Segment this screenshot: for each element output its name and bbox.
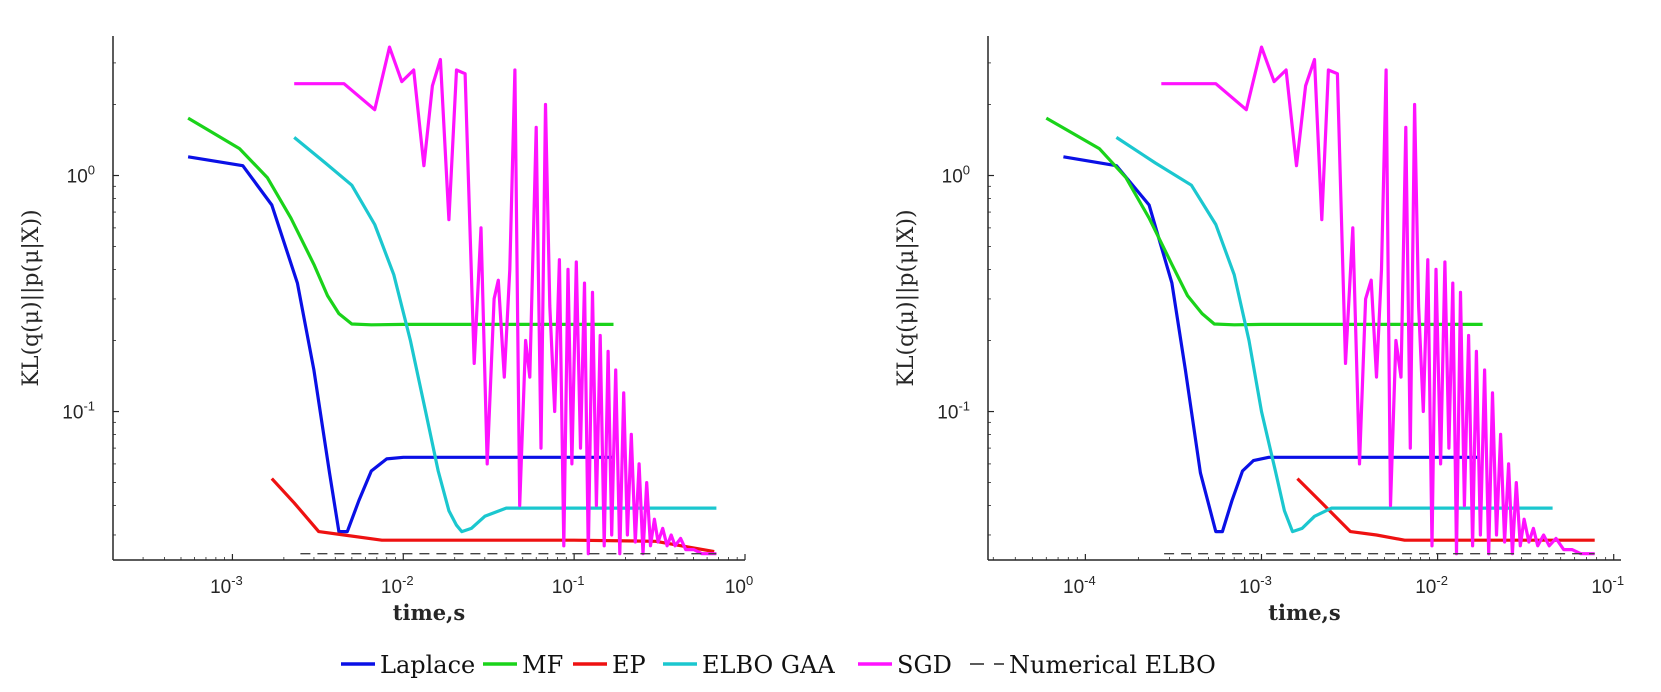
x-tick-label: 10-3 (210, 573, 243, 598)
x-tick-label: 100 (725, 573, 753, 598)
legend-label: Laplace (380, 651, 475, 679)
y-tick-label: 100 (942, 163, 970, 188)
y-tick-label: 10-1 (937, 399, 970, 424)
y-tick-label: 100 (67, 163, 95, 188)
series-line-ep (1296, 477, 1595, 542)
right-panel: 10-4 10-3 10-2 10-1 10-1 100 time,s KL(q(μ)||p(… (894, 36, 1624, 625)
y-tick-label: 10-1 (62, 399, 95, 424)
legend-label: MF (522, 651, 563, 679)
series-line-sgd (1161, 45, 1595, 556)
y-axis-label: KL(q(μ)||p(μ|X)) (894, 209, 919, 386)
x-tick-label: 10-2 (381, 573, 414, 598)
series-line-sgd (294, 45, 717, 556)
legend-label: Numerical ELBO (1009, 651, 1216, 679)
legend-label: EP (612, 651, 646, 679)
x-axis-label: time,s (393, 600, 465, 625)
series-line-elbo-gaa (1115, 136, 1553, 534)
legend-label: SGD (897, 651, 952, 679)
x-tick-label: 10-1 (552, 573, 585, 598)
x-tick-label: 10-2 (1415, 573, 1448, 598)
x-tick-label: 10-1 (1591, 573, 1624, 598)
legend-label: ELBO GAA (702, 651, 835, 679)
series-line-elbo-gaa (293, 136, 717, 534)
legend: Laplace MF EP ELBO GAA SGD Numerical ELBO (341, 651, 1216, 679)
left-panel: 10-3 10-2 10-1 100 10-1 100 time,s KL(q(μ)||p(μ… (19, 36, 753, 625)
series-group (187, 45, 717, 556)
x-tick-label: 10-3 (1239, 573, 1272, 598)
series-group (1045, 45, 1595, 556)
series-line-ep (270, 477, 715, 554)
series-line-laplace (187, 155, 614, 534)
y-axis-label: KL(q(μ)||p(μ|X)) (19, 209, 44, 386)
x-axis-label: time,s (1268, 600, 1340, 625)
x-tick-label: 10-4 (1063, 573, 1096, 598)
